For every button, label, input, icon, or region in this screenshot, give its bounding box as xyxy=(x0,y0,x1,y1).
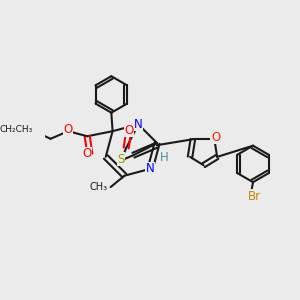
Text: O: O xyxy=(211,131,220,144)
Text: CH₃: CH₃ xyxy=(90,182,108,192)
Text: N: N xyxy=(134,118,143,131)
Text: Br: Br xyxy=(248,190,261,202)
Text: O: O xyxy=(124,124,134,137)
Text: N: N xyxy=(146,162,154,175)
Text: O: O xyxy=(64,123,73,136)
Text: O: O xyxy=(82,148,92,160)
Text: S: S xyxy=(117,153,124,166)
Text: H: H xyxy=(160,152,169,164)
Text: CH₂CH₃: CH₂CH₃ xyxy=(0,125,33,134)
